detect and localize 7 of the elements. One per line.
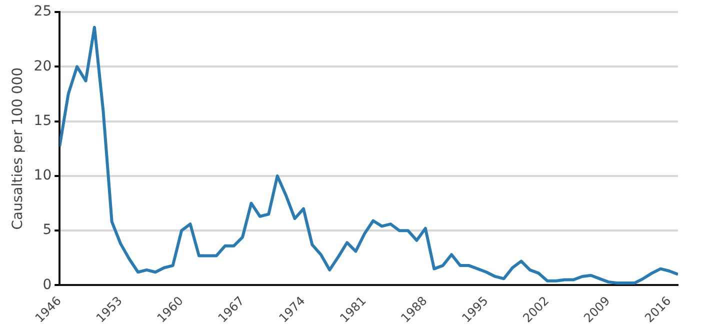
- y-tick-label: 15: [34, 112, 52, 129]
- y-tick-label: 0: [42, 276, 52, 293]
- y-tick-label: 20: [34, 58, 52, 74]
- y-tick-label: 5: [42, 222, 52, 238]
- y-axis-title: Causalties per 100 000: [10, 67, 26, 230]
- y-tick-label: 10: [34, 168, 52, 184]
- y-tick-label: 25: [34, 4, 52, 20]
